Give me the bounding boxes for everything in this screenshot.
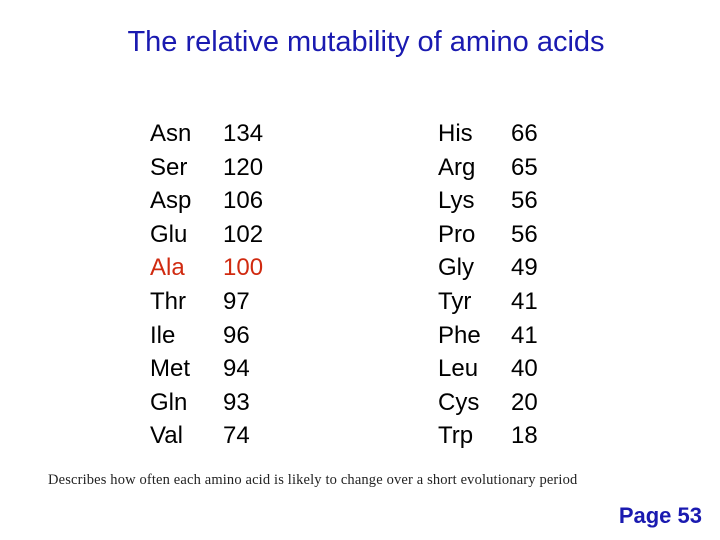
amino-acid-name: Ala [150, 254, 185, 282]
list-item: Leu 40 [438, 352, 538, 386]
mutability-list-right: His 66 Arg 65 Lys 56 Pro 56 Gly 49 Tyr 41 Phe 4… [438, 117, 538, 453]
list-item: Asp 106 [150, 184, 263, 218]
list-item: Trp 18 [438, 419, 538, 453]
mutability-value: 41 [511, 287, 538, 315]
list-item: Thr 97 [150, 285, 263, 319]
amino-acid-name: Lys [438, 187, 475, 215]
mutability-value: 65 [511, 153, 538, 181]
mutability-value: 134 [223, 120, 264, 147]
amino-acid-name: Asp [150, 187, 192, 215]
mutability-value: 106 [223, 187, 264, 215]
list-item: Phe 41 [438, 319, 538, 353]
list-item: Met 94 [150, 352, 263, 386]
mutability-value: 41 [511, 321, 538, 349]
mutability-value: 20 [511, 388, 538, 416]
mutability-value: 56 [511, 187, 538, 215]
list-item: Glu 102 [150, 218, 263, 252]
list-item: Pro 56 [438, 218, 538, 252]
amino-acid-name: Glu [150, 220, 188, 248]
amino-acid-name: Phe [438, 321, 481, 349]
amino-acid-name: His [438, 120, 473, 147]
mutability-list-left: Asn 134 Ser 120 Asp 106 Glu 102 Ala 100 Thr 97… [150, 117, 263, 453]
list-item: His 66 [438, 117, 538, 151]
mutability-value: 56 [511, 220, 538, 248]
mutability-value: 18 [511, 422, 538, 450]
list-item: Gly 49 [438, 251, 538, 285]
amino-acid-name: Gly [438, 254, 474, 282]
list-item: Lys 56 [438, 184, 538, 218]
mutability-value: 96 [223, 321, 250, 349]
list-item: Ile 96 [150, 319, 263, 353]
amino-acid-name: Ser [150, 153, 188, 181]
list-item: Val 74 [150, 419, 263, 453]
mutability-value: 74 [223, 422, 250, 450]
amino-acid-name: Val [150, 422, 183, 450]
mutability-value: 93 [223, 388, 250, 416]
amino-acid-name: Leu [438, 355, 479, 383]
amino-acid-name: Trp [438, 422, 474, 450]
mutability-value: 40 [511, 355, 538, 383]
caption-text: Describes how often each amino acid is l… [48, 472, 578, 488]
page-number: Page 53 [618, 503, 702, 528]
amino-acid-name: Pro [438, 220, 476, 248]
amino-acid-name: Met [150, 355, 191, 383]
list-item-highlighted: Ala 100 [150, 251, 263, 285]
list-item: Tyr 41 [438, 285, 538, 319]
amino-acid-name: Cys [438, 388, 480, 416]
mutability-value: 97 [223, 287, 250, 315]
list-item: Gln 93 [150, 386, 263, 420]
mutability-value: 120 [223, 153, 264, 181]
mutability-value: 49 [511, 254, 538, 282]
amino-acid-name: Gln [150, 388, 188, 416]
amino-acid-name: Ile [150, 321, 176, 349]
list-item: Arg 65 [438, 151, 538, 185]
mutability-value: 102 [223, 220, 264, 248]
mutability-value: 94 [223, 355, 250, 383]
mutability-value: 66 [511, 120, 538, 147]
list-item: Asn 134 [150, 117, 263, 151]
amino-acid-name: Tyr [438, 287, 472, 315]
amino-acid-name: Thr [150, 287, 186, 315]
mutability-value: 100 [223, 254, 264, 282]
list-item: Cys 20 [438, 386, 538, 420]
list-item: Ser 120 [150, 151, 263, 185]
amino-acid-name: Arg [438, 153, 476, 181]
slide-title: The relative mutability of amino acids [127, 26, 605, 58]
amino-acid-name: Asn [150, 120, 192, 147]
